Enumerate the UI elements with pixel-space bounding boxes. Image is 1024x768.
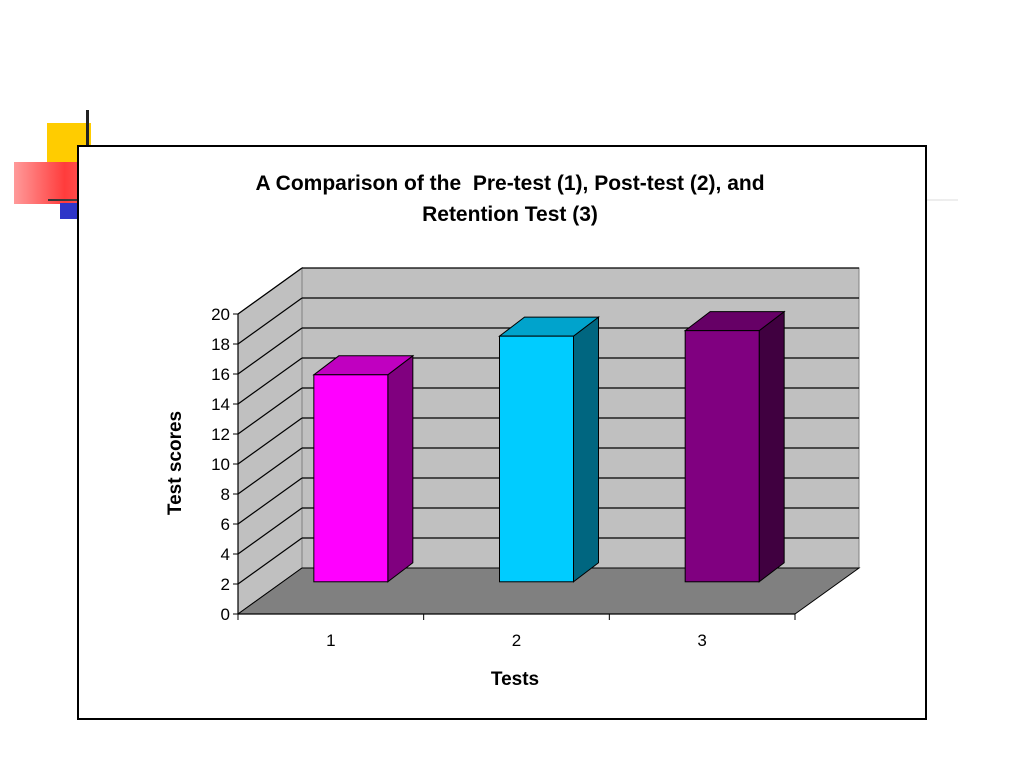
y-tick-label: 4 [221,545,230,564]
bar-chart: A Comparison of the Pre-test (1), Post-t… [165,172,861,690]
chart-title-line-1: A Comparison of the Pre-test (1), Post-t… [255,172,764,195]
x-tick-label: 3 [697,631,706,650]
gridline-side [237,447,303,495]
bar-1 [313,374,389,583]
bar-2-side [573,316,599,583]
y-tick-label: 10 [211,455,230,474]
gridline-side [237,267,303,315]
y-tick-label: 12 [211,425,230,444]
bar-3 [684,330,760,583]
blue-accent-square [60,203,78,219]
y-tick-label: 0 [221,605,230,624]
y-tick-label: 20 [211,305,230,324]
bar-2 [499,335,574,583]
x-tick-label: 2 [512,631,521,650]
y-axis-label: Test scores [165,411,186,515]
gridline-side [237,357,303,405]
y-tick-label: 8 [221,485,230,504]
x-axis-label: Tests [491,669,539,690]
y-tick-label: 2 [221,575,230,594]
bar-3-side [758,310,785,583]
gridline-side [237,537,303,585]
y-tick-label: 16 [211,365,230,384]
bar-1-side [387,354,414,583]
gridline-side [237,327,303,375]
x-tick-label: 1 [326,631,335,650]
gridline-side [237,417,303,465]
chart-frame: A Comparison of the Pre-test (1), Post-t… [77,145,927,720]
gridline-side [237,387,303,435]
gridline-side [237,477,303,525]
gridline-side [237,297,303,345]
y-tick-label: 6 [221,515,230,534]
y-tick-label: 18 [211,335,230,354]
chart-title-line-2: Retention Test (3) [422,203,598,226]
gridline-side [237,507,303,555]
y-tick-label: 14 [211,395,230,414]
